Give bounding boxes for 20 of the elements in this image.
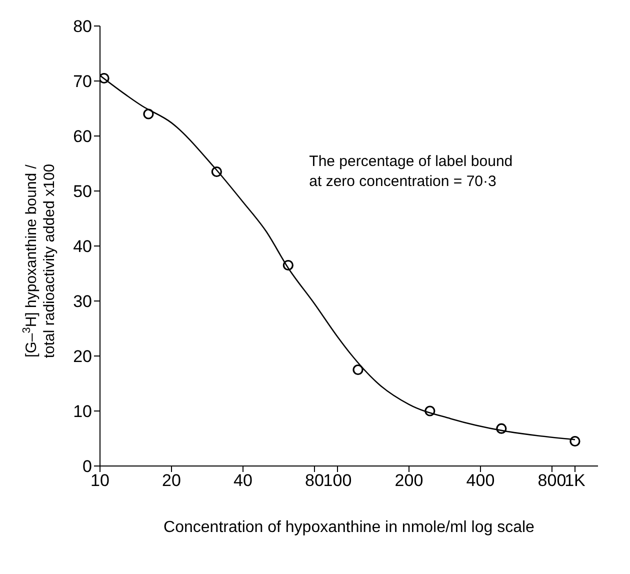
y-tick-label: 10 xyxy=(73,402,92,422)
y-tick-label: 70 xyxy=(73,72,92,92)
x-tick-label: 20 xyxy=(162,471,181,490)
y-tick-label: 30 xyxy=(73,292,92,312)
x-tick-label: 100 xyxy=(323,471,352,490)
y-tick-label: 60 xyxy=(73,127,92,146)
x-tick-label: 800 xyxy=(538,471,566,490)
annotation: The percentage of label bound at zero concentration = 70·3 xyxy=(309,153,513,190)
x-tick-label: 10 xyxy=(90,471,110,490)
x-tick-label: 80 xyxy=(305,471,324,490)
y-tick-label: 20 xyxy=(73,347,92,366)
x-tick-label: 1K xyxy=(564,471,586,490)
y-tick-label: 50 xyxy=(73,182,92,202)
y-tick-label: 0 xyxy=(82,457,92,476)
x-tick-label: 400 xyxy=(466,471,495,490)
x-tick-label: 200 xyxy=(394,471,424,490)
x-axis-title: Concentration of hypoxanthine in nmole/ml log scale xyxy=(164,519,535,536)
y-tick-label: 80 xyxy=(73,17,92,36)
x-tick-label: 40 xyxy=(234,471,252,490)
y-tick-label: 40 xyxy=(73,237,92,256)
